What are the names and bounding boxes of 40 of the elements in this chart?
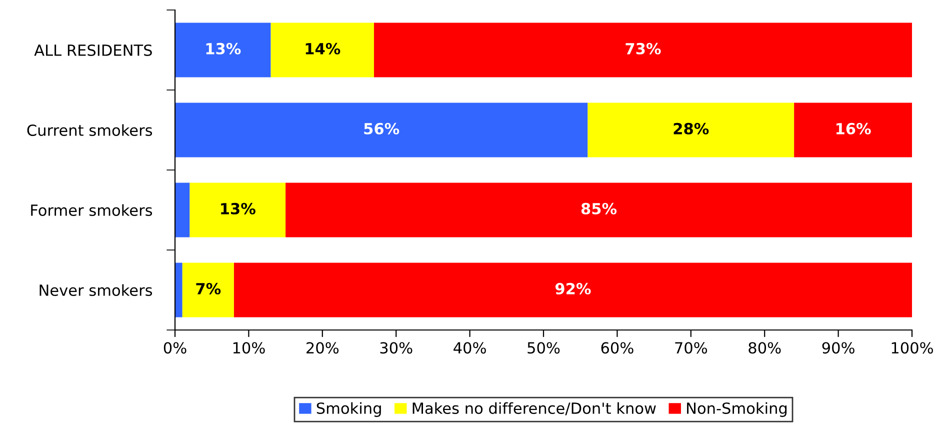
y-tick-label: Current smokers: [27, 124, 152, 136]
x-tick-label: 30%: [380, 342, 412, 354]
bar: [374, 22, 912, 78]
y-tick-label: ALL RESIDENTS: [34, 44, 152, 56]
bar: [175, 262, 182, 318]
bar: [182, 262, 234, 318]
y-tick-label: Former smokers: [31, 204, 152, 216]
bar: [175, 102, 588, 158]
data-label: 73%: [626, 42, 661, 54]
data-label: 16%: [836, 122, 871, 134]
legend-label: Non-Smoking: [687, 402, 787, 417]
x-tick-label: 10%: [233, 342, 265, 354]
x-tick-label: 80%: [748, 342, 781, 354]
bar: [175, 22, 271, 78]
bar: [270, 22, 374, 78]
data-label: 92%: [555, 282, 591, 294]
x-tick-label: 20%: [306, 342, 339, 354]
data-label: 7%: [196, 282, 221, 294]
data-label: 13%: [221, 202, 256, 214]
data-label: 28%: [674, 122, 709, 134]
x-tick-label: 50%: [528, 342, 560, 354]
bar: [588, 102, 794, 158]
x-tick-label: 100%: [892, 342, 933, 354]
bar: [794, 102, 912, 158]
bar: [175, 182, 190, 238]
data-label: 56%: [364, 122, 400, 134]
x-tick-label: 70%: [675, 342, 708, 354]
x-tick-label: 0%: [164, 342, 186, 354]
bar: [234, 262, 912, 318]
x-tick-label: 40%: [454, 342, 486, 354]
legend-label: Makes no difference/Don't know: [412, 402, 656, 416]
data-label: 13%: [206, 42, 241, 54]
y-tick-label: Never smokers: [40, 284, 152, 296]
legend-label: Smoking: [316, 402, 381, 417]
bar: [286, 182, 912, 238]
x-tick-label: 60%: [601, 342, 634, 354]
data-label: 85%: [581, 202, 617, 214]
data-label: 14%: [306, 42, 340, 54]
bar: [190, 182, 286, 238]
x-tick-label: 90%: [822, 342, 854, 354]
